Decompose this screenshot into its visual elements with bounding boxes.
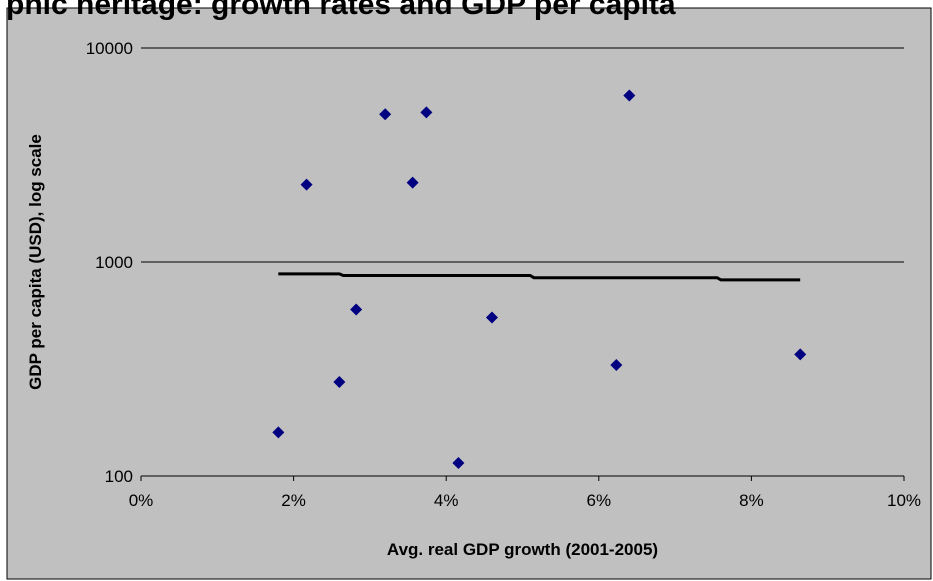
data-point	[272, 426, 285, 439]
axes	[140, 475, 905, 481]
trendline	[278, 272, 801, 282]
y-tick-label: 100	[105, 467, 133, 486]
data-point	[485, 311, 498, 324]
data-point	[420, 106, 433, 119]
data-point	[379, 108, 392, 121]
x-axis-title: Avg. real GDP growth (2001-2005)	[387, 540, 658, 559]
data-point	[350, 303, 363, 316]
x-tick-labels: 0% 2% 4% 6% 8% 10%	[129, 491, 921, 510]
x-tick-label: 0%	[129, 491, 154, 510]
x-tick-label: 10%	[887, 491, 921, 510]
y-axis-title: GDP per capita (USD), log scale	[26, 134, 45, 390]
data-point	[623, 89, 636, 102]
y-tick-labels: 100 1000 10000	[86, 39, 133, 486]
data-point	[406, 176, 419, 189]
svg-text:phic heritage: growth rates an: phic heritage: growth rates and GDP per …	[6, 0, 676, 21]
data-point	[452, 457, 465, 470]
x-tick-label: 8%	[739, 491, 764, 510]
y-tick-label: 10000	[86, 39, 133, 58]
data-point	[333, 375, 346, 388]
trendline-path	[278, 272, 801, 282]
gridlines	[141, 47, 904, 263]
data-point	[610, 359, 623, 372]
data-points	[272, 89, 807, 470]
x-tick-label: 2%	[281, 491, 306, 510]
data-point	[300, 178, 313, 191]
x-tick-label: 6%	[587, 491, 612, 510]
cut-off-title: phic heritage: growth rates and GDP per …	[6, 0, 676, 21]
x-tick-label: 4%	[434, 491, 459, 510]
data-point	[794, 348, 807, 361]
y-tick-label: 1000	[95, 253, 133, 272]
